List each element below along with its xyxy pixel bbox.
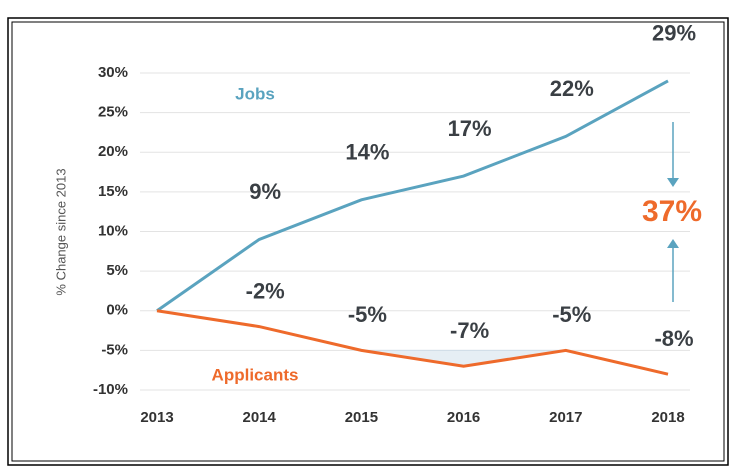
y-axis-label: % Change since 2013 <box>53 168 68 295</box>
legend-label: Jobs <box>235 84 275 103</box>
y-tick-label: 20% <box>98 143 128 160</box>
x-tick-label: 2013 <box>140 409 173 426</box>
x-tick-label: 2018 <box>651 409 684 426</box>
frame-inner <box>11 21 725 462</box>
data-label: -7% <box>450 318 489 343</box>
y-tick-label: 0% <box>106 302 128 319</box>
data-label: -8% <box>654 326 693 351</box>
y-tick-label: 30% <box>98 64 128 81</box>
data-label: 22% <box>550 76 594 101</box>
gap-annotation: 37% <box>642 195 702 228</box>
data-label: -5% <box>552 302 591 327</box>
data-label: 9% <box>249 179 281 204</box>
arrow-head <box>667 239 679 248</box>
data-label: 14% <box>345 140 389 165</box>
y-tick-label: 5% <box>106 262 128 279</box>
legend-label: Applicants <box>212 365 299 384</box>
data-label: -2% <box>246 278 285 303</box>
y-tick-label: -10% <box>93 381 128 398</box>
data-label: -5% <box>348 302 387 327</box>
data-label: 29% <box>652 21 696 46</box>
data-label: 17% <box>448 116 492 141</box>
x-tick-label: 2014 <box>243 409 277 426</box>
shaded-dip <box>361 350 566 367</box>
x-tick-label: 2015 <box>345 409 378 426</box>
y-tick-label: 15% <box>98 183 128 200</box>
series-line <box>156 309 669 376</box>
y-tick-label: 10% <box>98 222 128 239</box>
y-tick-label: -5% <box>101 341 128 358</box>
series-line <box>156 79 669 312</box>
x-tick-label: 2016 <box>447 409 480 426</box>
y-tick-label: 25% <box>98 104 128 121</box>
arrow-head <box>667 178 679 187</box>
frame <box>7 17 729 466</box>
x-tick-label: 2017 <box>549 409 582 426</box>
